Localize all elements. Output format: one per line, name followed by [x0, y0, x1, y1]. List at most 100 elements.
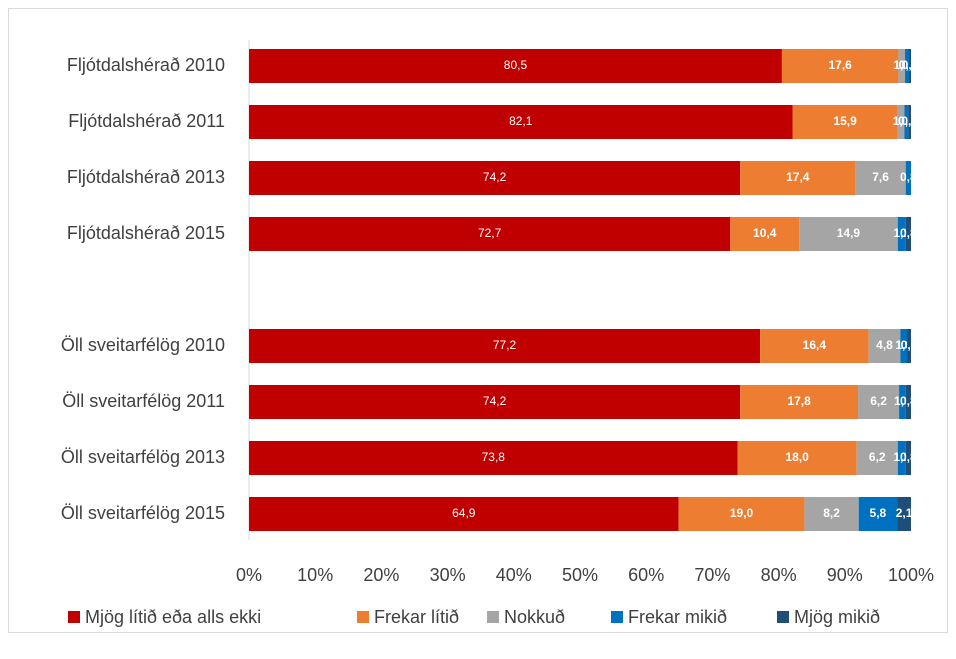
- legend-label: Mjög lítið eða alls ekki: [85, 607, 261, 627]
- bar-segment: [855, 161, 906, 195]
- bar-segment: [249, 385, 741, 419]
- bar-segment: [909, 49, 911, 83]
- x-tick-label: 40%: [496, 565, 532, 585]
- data-label: 6,2: [870, 394, 887, 408]
- data-label: 8,2: [823, 506, 840, 520]
- x-tick-label: 30%: [430, 565, 466, 585]
- bar-segment: [898, 49, 906, 83]
- x-tick-label: 50%: [562, 565, 598, 585]
- bar-segment: [760, 329, 869, 363]
- legend-swatch: [777, 611, 789, 623]
- bar-segment: [249, 329, 761, 363]
- data-label: 7,6: [872, 170, 889, 184]
- y-tick-label: Fljótdalshérað 2013: [67, 167, 225, 187]
- bar-segment: [249, 497, 679, 531]
- data-label: 74,2: [483, 170, 507, 184]
- data-label: 0,8: [900, 394, 917, 408]
- data-label: 4,8: [876, 338, 893, 352]
- bar-segment: [740, 385, 859, 419]
- data-label: 5,8: [870, 506, 887, 520]
- y-tick-label: Öll sveitarfélög 2011: [62, 391, 225, 411]
- x-tick-label: 20%: [363, 565, 399, 585]
- legend-swatch: [68, 611, 80, 623]
- bar-segment: [799, 217, 898, 251]
- data-label: 0,6: [901, 338, 918, 352]
- bar-segment: [678, 497, 805, 531]
- bar-segment: [905, 161, 911, 195]
- bar-segment: [868, 329, 901, 363]
- bar-segment: [740, 161, 856, 195]
- data-label: 17,6: [828, 58, 852, 72]
- bar-segment: [905, 441, 911, 475]
- legend-swatch: [611, 611, 623, 623]
- data-label: 14,9: [837, 226, 861, 240]
- x-tick-label: 10%: [297, 565, 333, 585]
- data-label: 19,0: [730, 506, 754, 520]
- data-label: 80,5: [504, 58, 528, 72]
- bar-segment: [730, 217, 800, 251]
- bar-segment: [899, 385, 906, 419]
- bar-segment: [781, 49, 899, 83]
- data-label: 17,4: [786, 170, 810, 184]
- data-label: 74,2: [483, 394, 507, 408]
- bar-segment: [907, 329, 911, 363]
- legend-swatch: [487, 611, 499, 623]
- x-tick-label: 80%: [761, 565, 797, 585]
- x-tick-label: 60%: [628, 565, 664, 585]
- data-label: 82,1: [509, 114, 533, 128]
- bar-segment: [249, 49, 782, 83]
- x-tick-label: 100%: [888, 565, 934, 585]
- legend-label: Frekar lítið: [374, 607, 459, 627]
- bar-segment: [249, 105, 793, 139]
- bar-segment: [792, 105, 898, 139]
- bar-segment: [900, 329, 908, 363]
- bar-segment: [897, 497, 911, 531]
- data-label: 0,6: [899, 58, 916, 72]
- data-label: 18,0: [785, 450, 809, 464]
- data-label: 73,8: [482, 450, 506, 464]
- bar-segment: [249, 441, 738, 475]
- legend-label: Frekar mikið: [628, 607, 727, 627]
- bar-segment: [858, 497, 898, 531]
- bar-segment: [249, 217, 731, 251]
- data-label: 0,4: [901, 114, 918, 128]
- bar-segment: [908, 105, 911, 139]
- y-tick-label: Öll sveitarfélög 2010: [61, 335, 225, 355]
- bar-segment: [905, 385, 911, 419]
- data-label: 0,8: [900, 226, 917, 240]
- data-label: 64,9: [452, 506, 476, 520]
- data-label: 10,4: [753, 226, 777, 240]
- bar-segment: [905, 49, 910, 83]
- data-label: 0,3: [902, 58, 919, 72]
- bar-segment: [904, 105, 909, 139]
- bar-segment: [905, 217, 911, 251]
- data-label: 17,8: [787, 394, 811, 408]
- x-tick-label: 90%: [827, 565, 863, 585]
- data-label: 0,8: [900, 170, 917, 184]
- x-tick-label: 70%: [694, 565, 730, 585]
- legend-label: Nokkuð: [504, 607, 565, 627]
- bar-segment: [737, 441, 857, 475]
- legend-label: Mjög mikið: [794, 607, 880, 627]
- y-tick-label: Öll sveitarfélög 2013: [61, 447, 225, 467]
- bar-segment: [804, 497, 859, 531]
- data-label: 2,1: [896, 506, 913, 520]
- bar-segment: [897, 105, 905, 139]
- data-label: 0,8: [900, 450, 917, 464]
- y-tick-label: Fljótdalshérað 2010: [67, 55, 225, 75]
- bar-segment: [897, 217, 906, 251]
- y-tick-label: Fljótdalshérað 2011: [68, 111, 225, 131]
- data-label: 6,2: [869, 450, 886, 464]
- x-tick-label: 0%: [236, 565, 262, 585]
- legend-swatch: [357, 611, 369, 623]
- y-tick-label: Öll sveitarfélög 2015: [61, 503, 225, 523]
- data-label: 72,7: [478, 226, 502, 240]
- chart-frame: [8, 8, 948, 633]
- y-tick-label: Fljótdalshérað 2015: [67, 223, 225, 243]
- bar-segment: [858, 385, 900, 419]
- data-label: 15,9: [833, 114, 857, 128]
- bar-segment: [856, 441, 898, 475]
- data-label: 16,4: [803, 338, 827, 352]
- data-label: 77,2: [493, 338, 517, 352]
